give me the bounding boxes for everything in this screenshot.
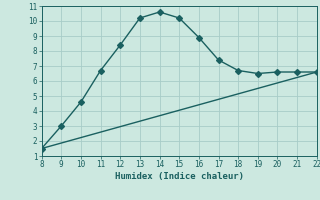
X-axis label: Humidex (Indice chaleur): Humidex (Indice chaleur) <box>115 172 244 181</box>
